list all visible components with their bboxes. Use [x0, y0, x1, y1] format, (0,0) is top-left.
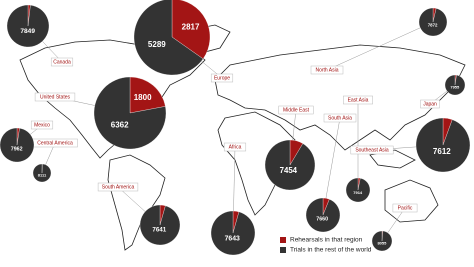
region-label-box	[323, 113, 357, 123]
slice-trials	[210, 210, 256, 256]
trials-label: 7872	[428, 23, 438, 28]
trials-label: 5289	[148, 40, 166, 49]
slice-rehearsals	[171, 0, 211, 60]
legend-label: Rehearsals in that region	[290, 237, 363, 244]
region-label-box	[97, 182, 139, 192]
trials-label: 7955	[450, 85, 460, 90]
legend-swatch	[280, 247, 286, 253]
region-label: Pacific	[398, 205, 413, 211]
trials-label: 8055	[377, 241, 387, 246]
trials-label: 7660	[316, 217, 328, 223]
slice-trials	[345, 177, 371, 203]
slice-trials	[139, 204, 181, 246]
slice-rehearsals	[129, 76, 166, 114]
region-label: Africa	[229, 144, 242, 150]
leader-line	[326, 21, 434, 71]
slice-trials	[444, 74, 466, 96]
region-label: Canada	[53, 59, 71, 65]
slice-trials	[264, 139, 316, 191]
trials-label: 7643	[225, 235, 240, 242]
slice-trials	[0, 127, 35, 163]
trials-label: 7849	[20, 28, 35, 35]
region-label-box	[210, 73, 234, 83]
trials-label: 7454	[280, 166, 298, 175]
trials-label: 6362	[111, 121, 129, 130]
trials-label: 7962	[11, 147, 23, 153]
region-label: Middle East	[283, 107, 310, 113]
region-label: Central America	[37, 140, 73, 146]
slice-trials	[371, 230, 393, 252]
slice-trials	[93, 76, 167, 150]
trials-label: 7914	[353, 190, 363, 195]
region-label-box	[278, 105, 314, 115]
trials-label: 7641	[152, 227, 166, 234]
trials-label: 7612	[433, 147, 451, 156]
rehearsals-label: 2817	[182, 22, 200, 31]
region-label: Europe	[214, 75, 230, 81]
slice-trials	[6, 4, 50, 48]
region-label: Mexico	[34, 122, 50, 128]
slice-trials	[418, 7, 448, 37]
region-label: South Asia	[328, 115, 352, 121]
legend-swatch	[280, 237, 286, 243]
region-label: South America	[102, 184, 135, 190]
region-label-box	[50, 57, 74, 67]
region-label-box	[223, 142, 247, 152]
rehearsals-label: 1800	[134, 93, 152, 102]
region-label: North Asia	[315, 67, 338, 73]
region-label-box	[350, 145, 394, 155]
region-label-box	[392, 203, 418, 213]
slice-trials	[133, 0, 204, 76]
legend-label: Trials in the rest of the world	[290, 247, 372, 254]
region-label-box	[30, 120, 54, 130]
europe-asia	[214, 44, 466, 151]
slice-trials	[32, 163, 52, 183]
region-label-box	[343, 95, 373, 105]
slice-trials	[415, 117, 471, 173]
region-label: East Asia	[348, 97, 369, 103]
legend: Rehearsals in that region Trials in the r…	[280, 237, 372, 254]
australia	[384, 179, 439, 223]
trials-label: 8111	[38, 172, 47, 177]
region-label-box	[34, 92, 76, 102]
region-label: Southeast Asia	[355, 147, 389, 153]
region-label-box	[310, 65, 344, 75]
region-label: United States	[40, 94, 71, 100]
pies: 7849 5289 2817 6362 1800 7962 8111 7641 7643 7454…	[0, 0, 471, 256]
region-label: Japan	[423, 101, 437, 107]
region-label-box	[420, 99, 440, 109]
slice-trials	[305, 197, 341, 233]
